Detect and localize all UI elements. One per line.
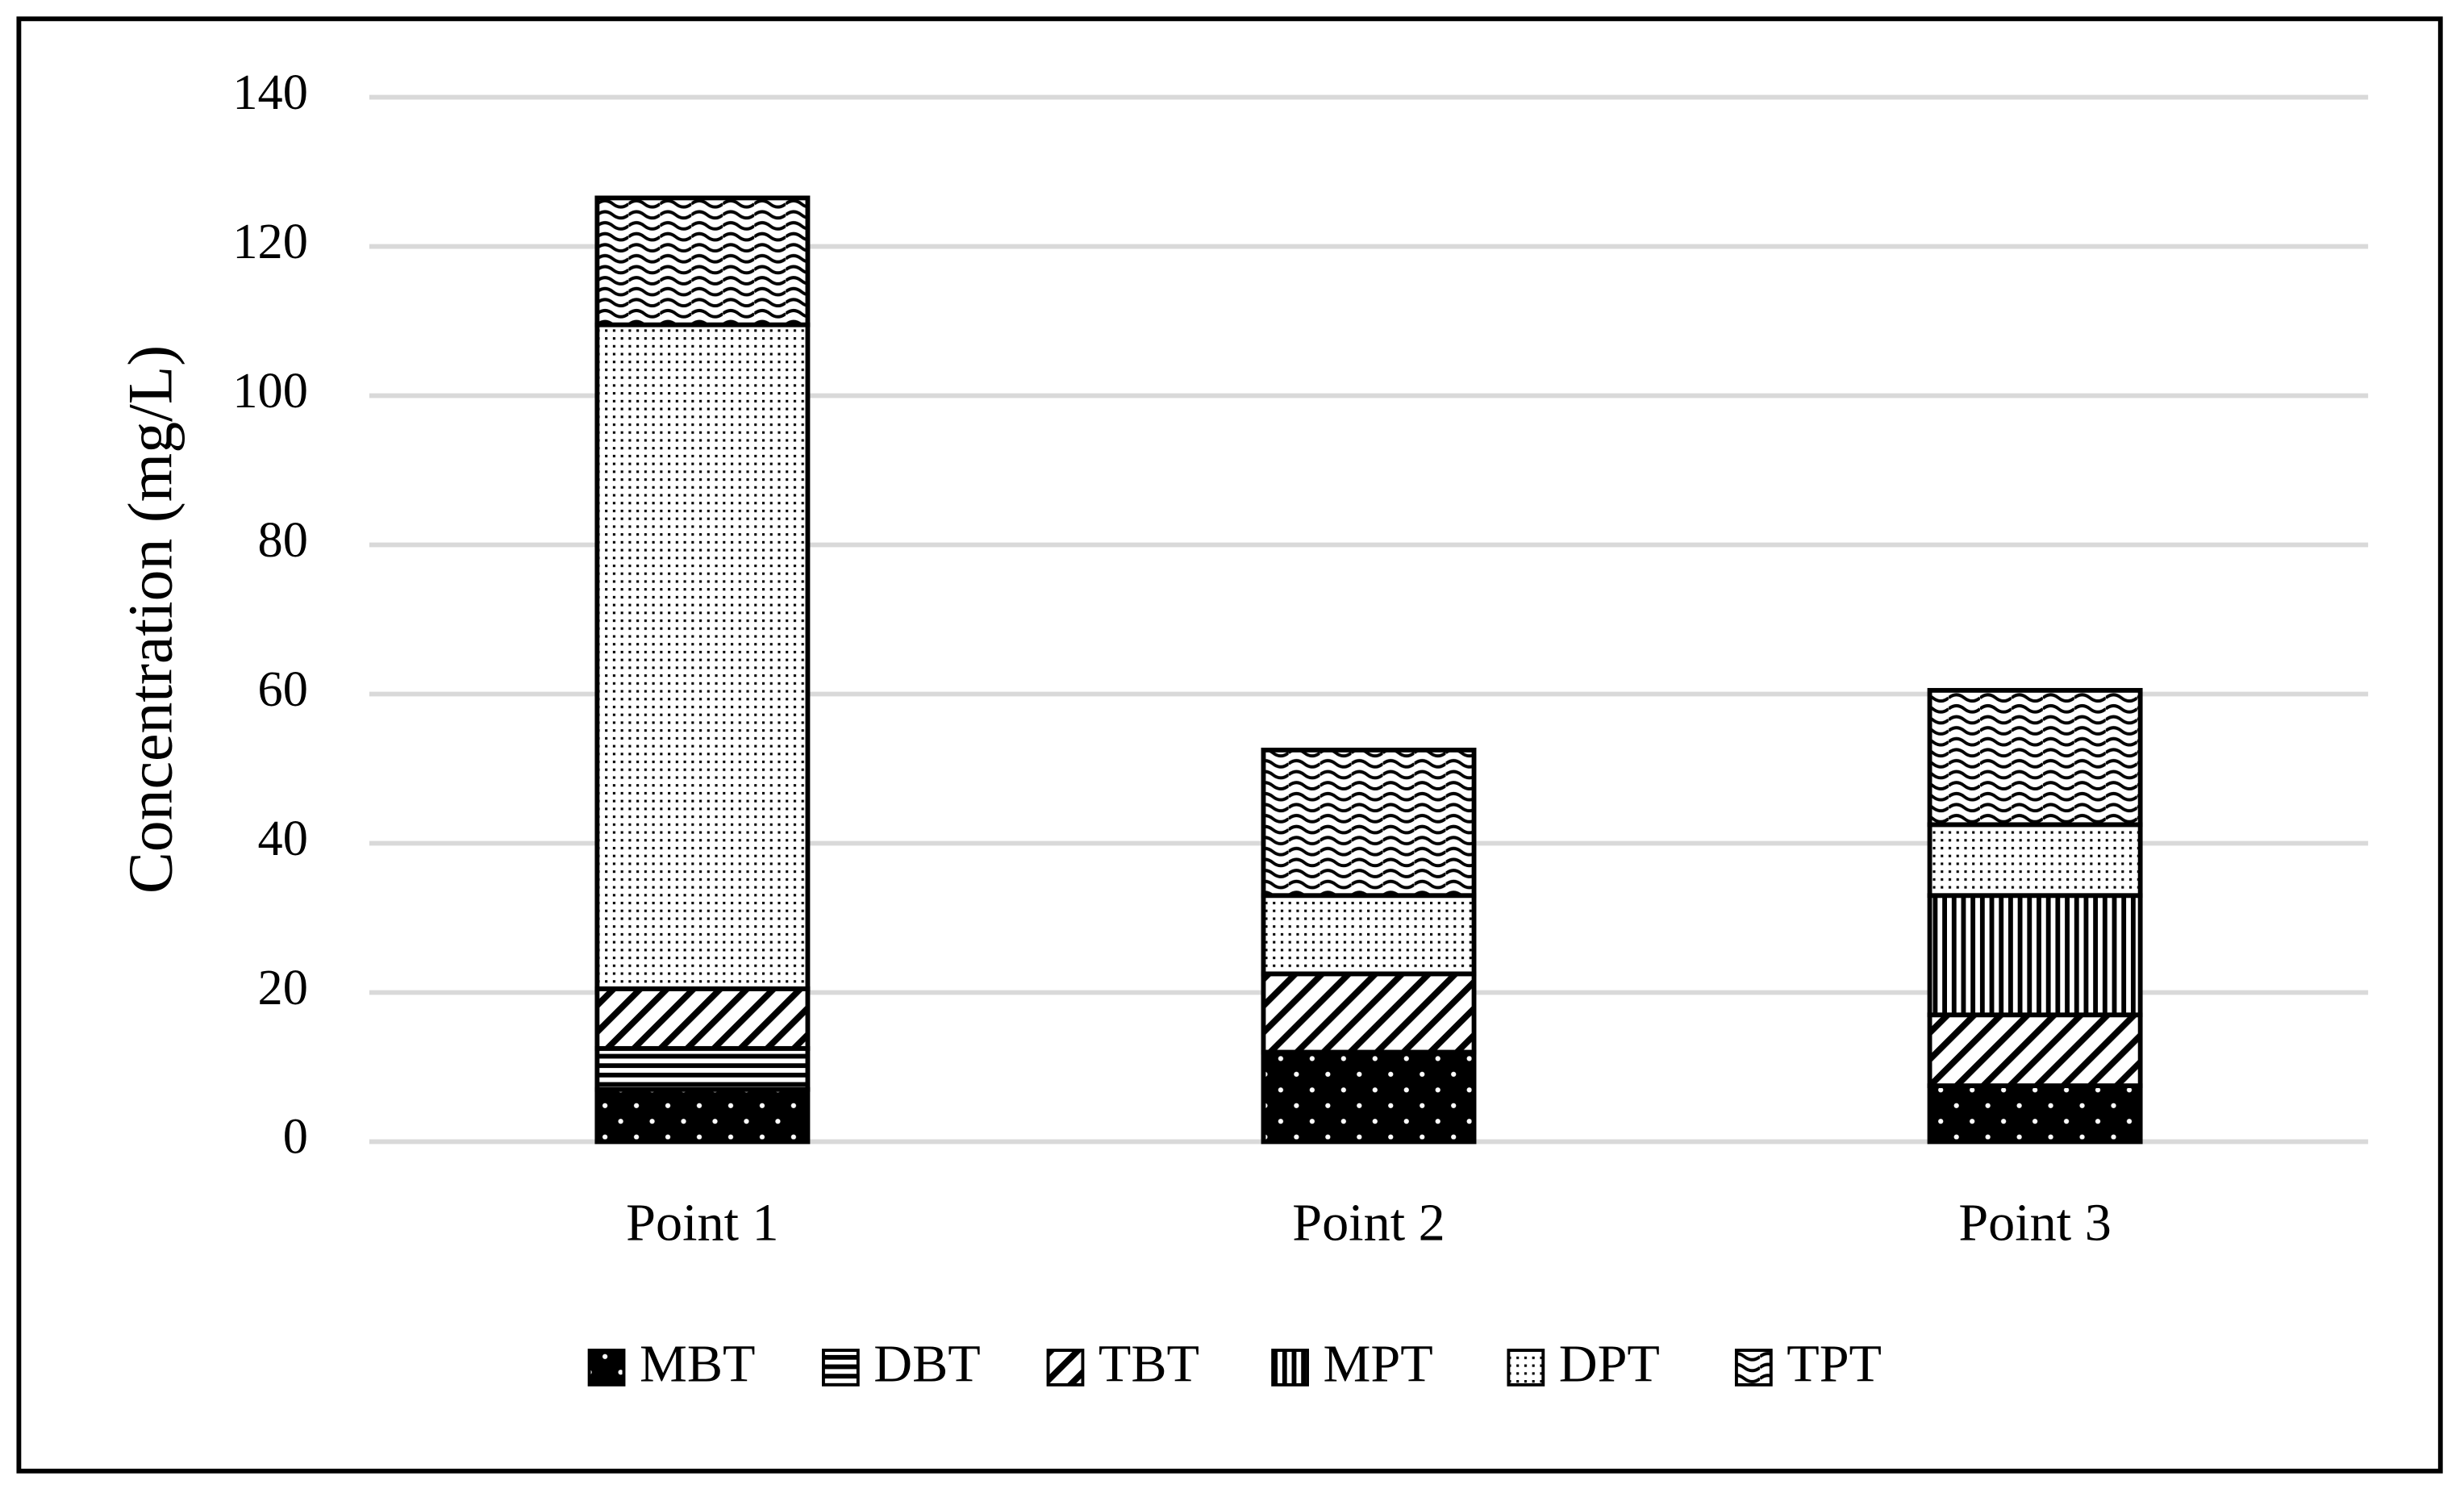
bar-segment (594, 195, 811, 327)
legend-label: MBT (640, 1335, 756, 1394)
legend-label: MPT (1324, 1335, 1433, 1394)
legend-swatch (587, 1349, 626, 1387)
x-tick-label: Point 2 (1292, 1194, 1445, 1253)
legend-label: DBT (873, 1335, 980, 1394)
legend-swatch (1046, 1349, 1085, 1387)
bar-segment (594, 986, 811, 1051)
legend-label: TPT (1787, 1335, 1882, 1394)
x-tick-label: Point 3 (1958, 1194, 2112, 1253)
y-tick-label: 0 (283, 1110, 308, 1165)
bar-segment (594, 322, 811, 991)
y-axis-title: Concentration (mg/L) (116, 345, 186, 894)
y-tick-label: 40 (258, 811, 308, 866)
bar-segment (1927, 687, 2143, 828)
bar-segment (1927, 1083, 2143, 1145)
legend-swatch (1271, 1349, 1309, 1387)
bar-segment (1261, 971, 1477, 1055)
y-tick-label: 60 (258, 662, 308, 717)
bar-segment (1927, 822, 2143, 899)
legend-label: DPT (1559, 1335, 1660, 1394)
bar-segment (1261, 747, 1477, 899)
y-tick-label: 100 (232, 364, 308, 419)
legend-swatch (1507, 1349, 1545, 1387)
bar-segment (1927, 1012, 2143, 1089)
y-tick-label: 20 (258, 961, 308, 1015)
legend-swatch (821, 1349, 860, 1387)
legend-swatch (1734, 1349, 1773, 1387)
bar-segment (594, 1045, 811, 1092)
legend-label: TBT (1099, 1335, 1199, 1394)
y-tick-label: 140 (232, 65, 308, 120)
bar-segment (1927, 893, 2143, 1018)
y-tick-label: 80 (258, 513, 308, 568)
bar-segment (594, 1086, 811, 1145)
bar-segment (1261, 1049, 1477, 1145)
y-tick-label: 120 (232, 215, 308, 269)
x-tick-label: Point 1 (626, 1194, 779, 1253)
bar-segment (1261, 893, 1477, 977)
